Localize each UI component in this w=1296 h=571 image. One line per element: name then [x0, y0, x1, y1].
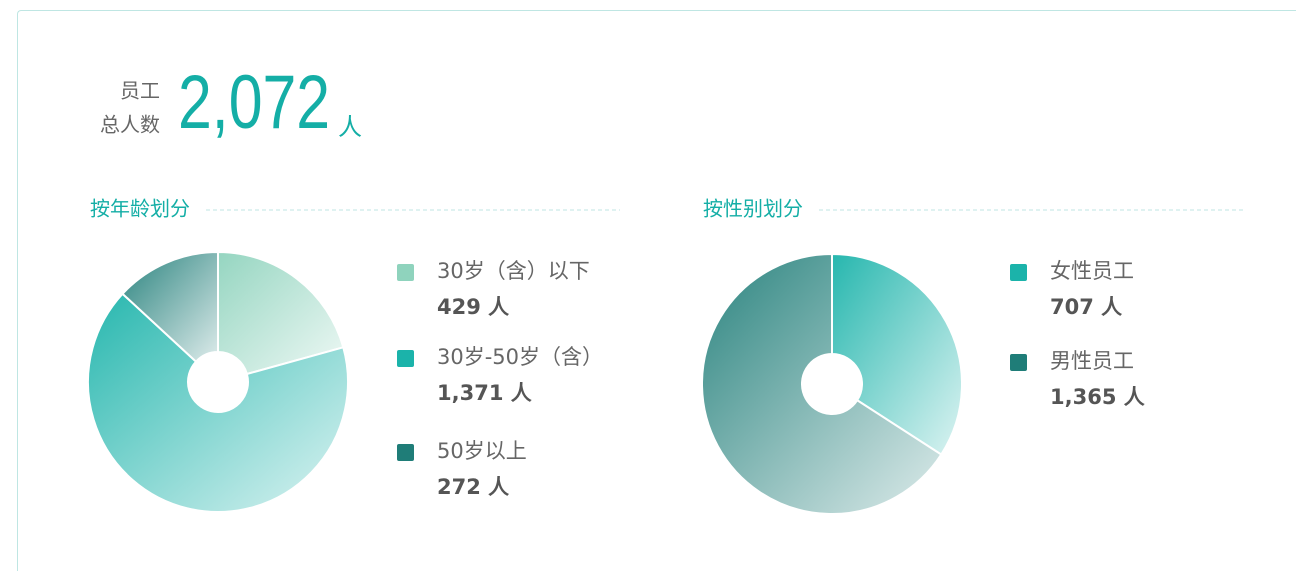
page: 员工 总人数 2,072 人 按年龄划分 30岁（含）以下 429 人 30岁-50岁…: [17, 10, 1296, 571]
legend-label: 30岁（含）以下: [437, 259, 590, 283]
value-label: 707 人: [1050, 295, 1122, 319]
legend-swatch: [397, 264, 414, 281]
pie-slice: [701, 252, 943, 515]
legend-label: 男性员工: [1050, 349, 1134, 373]
legend-swatch: [1010, 264, 1027, 281]
legend-swatch: [397, 444, 414, 461]
value-label: 1,365 人: [1050, 385, 1145, 409]
total-count: 2,072: [178, 60, 330, 145]
section-title: 按年龄划分: [90, 197, 190, 221]
dashboard: 员工 总人数 2,072 人 按年龄划分 30岁（含）以下 429 人 30岁-50岁…: [87, 60, 1245, 515]
legend-swatch: [1010, 354, 1027, 371]
value-label: 1,371 人: [437, 381, 532, 405]
value-label: 272 人: [437, 475, 509, 499]
legend-label: 女性员工: [1050, 259, 1134, 283]
header-label: 员工: [120, 79, 160, 103]
legend-label: 30岁-50岁（含）: [437, 345, 603, 369]
header-label: 总人数: [100, 113, 160, 137]
legend-label: 50岁以上: [437, 439, 527, 463]
pie-slice: [87, 292, 349, 513]
pie-slice: [217, 250, 345, 376]
pie-slice: [121, 250, 219, 364]
legend-swatch: [397, 350, 414, 367]
panel-frame: [17, 10, 1296, 571]
total-unit: 人: [338, 113, 362, 141]
value-label: 429 人: [437, 295, 509, 319]
section-title: 按性别划分: [703, 197, 803, 221]
